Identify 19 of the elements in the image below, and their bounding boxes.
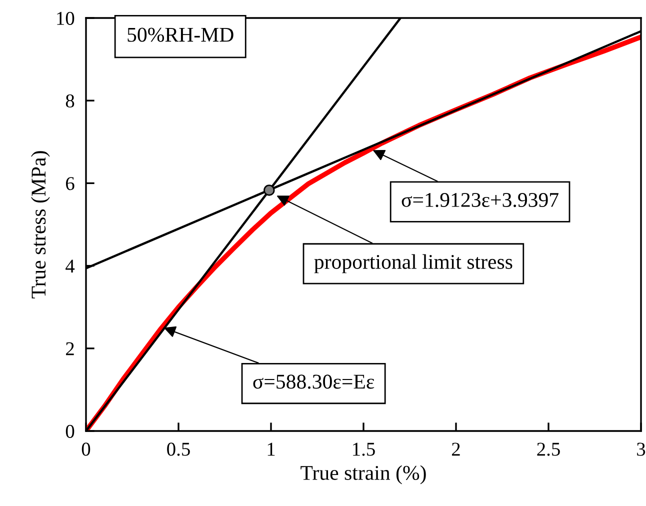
y-tick-label: 0 (66, 424, 74, 438)
x-tick-label: 0 (82, 442, 90, 456)
y-tick-label: 10 (57, 12, 74, 25)
annotation: 50%RH-MD (128, 28, 234, 42)
y-tick-label: 2 (66, 342, 74, 356)
y-tick-label: 4 (66, 260, 75, 273)
y-tick-label: 8 (66, 94, 74, 108)
x-tick-label: 2.5 (537, 442, 560, 456)
x-tick-label: 0.5 (167, 442, 190, 456)
x-tick-label: 1 (268, 442, 275, 456)
x-tick-label: 3 (637, 442, 646, 456)
y-axis-title: True stress (MPa) (30, 151, 50, 298)
annotation: σ=1.9123ε+3.9397 (402, 193, 558, 208)
annotation: proportional limit stress (314, 254, 512, 274)
x-tick-label: 2 (452, 442, 460, 456)
annotation: σ=588.30ε=Eε (253, 374, 374, 389)
x-axis-title: True strain (%) (300, 465, 426, 484)
x-tick-label: 1.5 (353, 442, 375, 456)
y-tick-label: 6 (66, 177, 74, 190)
